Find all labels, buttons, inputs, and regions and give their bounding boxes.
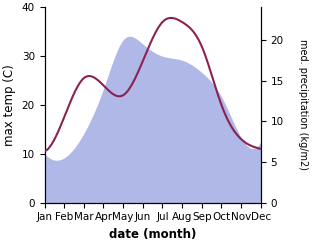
X-axis label: date (month): date (month): [109, 228, 196, 241]
Y-axis label: max temp (C): max temp (C): [3, 64, 16, 146]
Y-axis label: med. precipitation (kg/m2): med. precipitation (kg/m2): [298, 40, 308, 170]
